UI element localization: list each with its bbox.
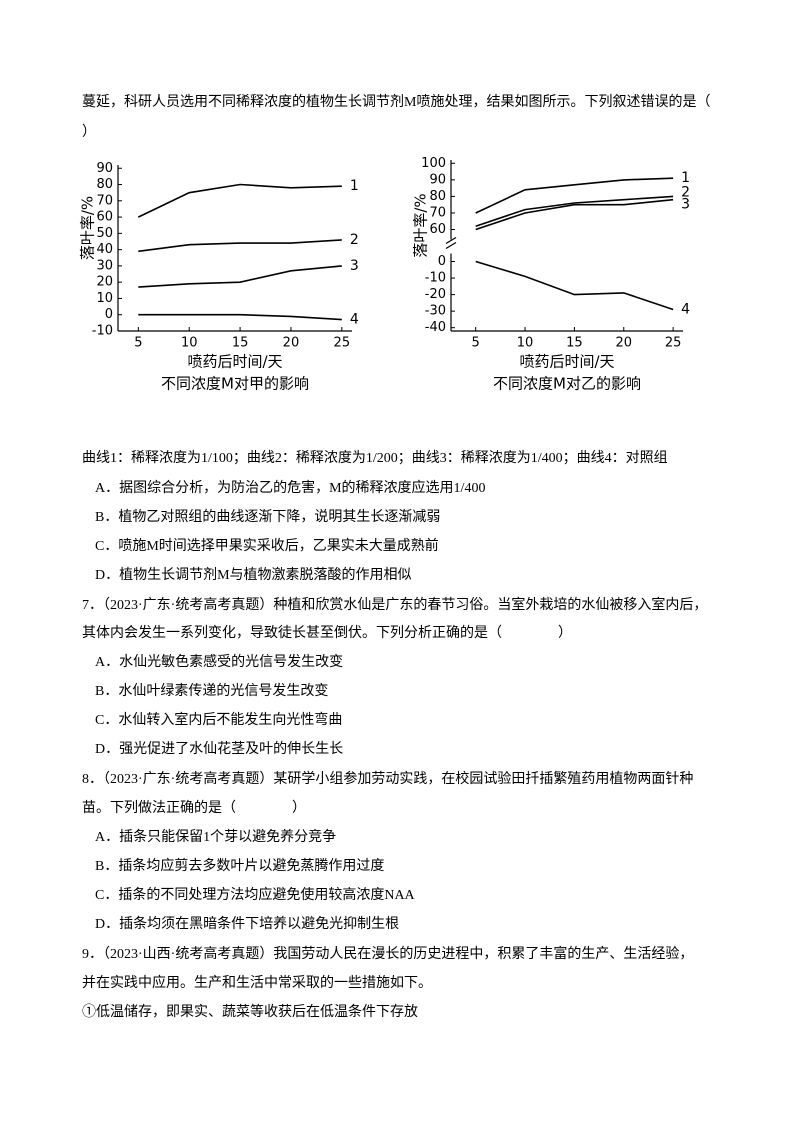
curve-note: 曲线1：稀释浓度为1/100；曲线2：稀释浓度为1/200；曲线3：稀释浓度为1… xyxy=(82,451,668,466)
series-label: 3 xyxy=(681,197,690,213)
x-tick-label: 5 xyxy=(472,336,480,351)
series-label: 2 xyxy=(681,184,690,200)
y-tick-label: 90 xyxy=(96,161,113,176)
y-tick-label: -10 xyxy=(425,271,446,286)
x-tick-label: 15 xyxy=(232,336,249,351)
x-tick-label: 25 xyxy=(334,336,351,351)
y-tick-label: 70 xyxy=(429,205,446,220)
question-stem: 蔓延，科研人员选用不同稀释浓度的植物生长调节剂M喷施处理，结果如图所示。下列叙述… xyxy=(82,95,711,110)
question-stem: 其体内会发生一系列变化，导致徒长甚至倒伏。下列分析正确的是（ ） xyxy=(82,626,572,641)
y-tick-label: -20 xyxy=(425,287,446,302)
y-tick-label: 60 xyxy=(96,210,113,225)
y-tick-label: 80 xyxy=(429,189,446,204)
series-label: 4 xyxy=(350,312,359,328)
x-tick-label: 20 xyxy=(615,336,632,351)
chart-title: 不同浓度M对乙的影响 xyxy=(493,375,641,393)
y-tick-label: 0 xyxy=(438,254,446,269)
y-tick-label: 10 xyxy=(96,291,113,306)
x-tick-label: 5 xyxy=(134,336,142,351)
option: B．水仙叶绿素传递的光信号发生改变 xyxy=(95,684,329,699)
y-tick-label: 20 xyxy=(96,275,113,290)
question-stem: ） xyxy=(82,125,96,140)
question-stem: 8．（2023·广东·统考高考真题）某研学小组参加劳动实践，在校园试验田扦插繁殖… xyxy=(82,772,694,787)
axis-break xyxy=(445,236,457,245)
series-label: 1 xyxy=(350,178,359,194)
series-line xyxy=(475,198,674,231)
measure-item: ①低温储存，即果实、蔬菜等收获后在低温条件下存放 xyxy=(82,1005,418,1020)
option: D．插条均须在黑暗条件下培养以避免光抑制生根 xyxy=(95,917,400,932)
option: C．水仙转入室内后不能发生向光性弯曲 xyxy=(95,713,343,728)
y-tick-label: 30 xyxy=(96,258,113,273)
option: D．强光促进了水仙花茎及叶的伸长生长 xyxy=(95,742,344,757)
y-tick-label: -10 xyxy=(92,324,113,339)
series-line xyxy=(137,183,342,218)
y-tick-label: -40 xyxy=(425,320,446,335)
series-label: 3 xyxy=(350,258,359,274)
option: C．喷施M时间选择甲果实采收后，乙果实未大量成熟前 xyxy=(95,539,439,554)
option: B．插条均应剪去多数叶片以避免蒸腾作用过度 xyxy=(95,859,385,874)
x-tick-label: 10 xyxy=(181,336,198,351)
series-label: 1 xyxy=(681,170,690,186)
chart-title: 不同浓度M对甲的影响 xyxy=(161,375,309,393)
y-tick-label: 60 xyxy=(429,222,446,237)
option: A．插条只能保留1个芽以避免养分竞争 xyxy=(95,830,337,845)
x-axis-label: 喷药后时间/天 xyxy=(187,353,282,371)
question-stem: 7．（2023·广东·统考高考真题）种植和欣赏水仙是广东的春节习俗。当室外栽培的… xyxy=(82,598,708,613)
question-stem: 9．（2023·山西·统考高考真题）我国劳动人民在漫长的历史进程中，积累了丰富的… xyxy=(82,947,694,962)
x-tick-label: 25 xyxy=(665,336,682,351)
series-label: 2 xyxy=(350,232,359,248)
series-line xyxy=(475,177,674,214)
x-tick-label: 20 xyxy=(283,336,300,351)
x-tick-label: 10 xyxy=(517,336,534,351)
option: B．植物乙对照组的曲线逐渐下降，说明其生长逐渐减弱 xyxy=(95,510,441,525)
series-line xyxy=(475,260,674,311)
series-line xyxy=(138,313,342,321)
series-line xyxy=(475,195,674,227)
y-tick-label: 100 xyxy=(421,156,446,171)
y-tick-label: 70 xyxy=(96,193,113,208)
y-axis-label: 落叶率/% xyxy=(79,196,97,260)
y-tick-label: 50 xyxy=(96,226,113,241)
y-axis-label: 落叶率/% xyxy=(412,193,430,257)
axis-break xyxy=(445,241,457,250)
series-line xyxy=(138,265,342,288)
y-tick-label: 90 xyxy=(429,172,446,187)
option: A．据图综合分析，为防治乙的危害，M的稀释浓度应选用1/400 xyxy=(95,481,486,496)
question-stem: 并在实践中应用。生产和生活中常采取的一些措施如下。 xyxy=(82,976,432,991)
question-stem: 苗。下列做法正确的是（ ） xyxy=(82,801,306,816)
x-axis-label: 喷药后时间/天 xyxy=(519,353,614,371)
y-tick-label: -30 xyxy=(425,304,446,319)
y-tick-label: 80 xyxy=(96,177,113,192)
option: A．水仙光敏色素感受的光信号发生改变 xyxy=(95,655,344,670)
option: D．植物生长调节剂M与植物激素脱落酸的作用相似 xyxy=(95,568,412,583)
series-label: 4 xyxy=(681,301,690,317)
option: C．插条的不同处理方法均应避免使用较高浓度NAA xyxy=(95,888,415,903)
y-tick-label: 40 xyxy=(96,242,113,257)
x-tick-label: 15 xyxy=(566,336,583,351)
series-line xyxy=(138,239,342,253)
y-tick-label: 0 xyxy=(105,307,113,322)
